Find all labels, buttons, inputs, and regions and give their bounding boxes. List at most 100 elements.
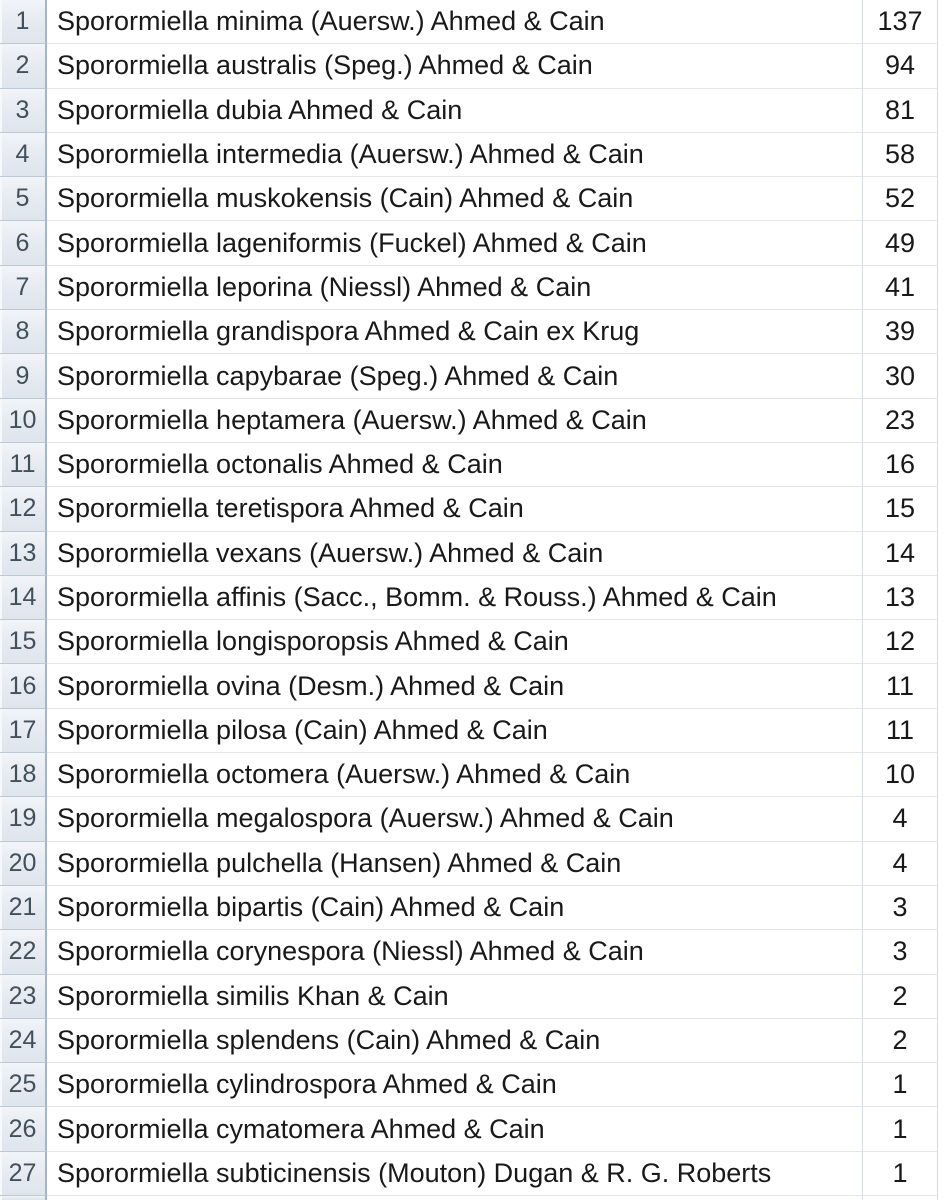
species-name-cell[interactable]: Sporormiella cylindrospora Ahmed & Cain — [47, 1063, 863, 1108]
row-number-cell[interactable]: 27 — [0, 1151, 47, 1197]
count-cell[interactable]: 10 — [863, 753, 938, 798]
count-cell[interactable]: 11 — [863, 708, 938, 754]
count-cell[interactable]: 15 — [863, 487, 938, 532]
row-number-cell[interactable]: 15 — [0, 620, 47, 665]
count-cell[interactable]: 30 — [863, 354, 938, 399]
species-name-cell[interactable]: Sporormiella vexans (Auersw.) Ahmed & Ca… — [47, 531, 863, 576]
species-name-cell[interactable]: Sporormiella pilosa (Cain) Ahmed & Cain — [47, 708, 863, 754]
species-name-cell[interactable]: Sporormiella subticinensis (Mouton) Duga… — [47, 1151, 863, 1197]
count-cell[interactable]: 39 — [863, 310, 938, 355]
count-cell[interactable]: 4 — [863, 841, 938, 886]
species-name-cell[interactable]: Sporormiella australis (Speg.) Ahmed & C… — [47, 44, 863, 89]
row-number-cell[interactable]: 8 — [0, 310, 47, 355]
count-cell[interactable]: 41 — [863, 265, 938, 311]
sheet-right-margin — [938, 1196, 944, 1200]
count-cell[interactable]: 81 — [863, 88, 938, 133]
row-number-cell[interactable]: 2 — [0, 44, 47, 89]
species-name-cell[interactable]: Sporormiella splendens (Cain) Ahmed & Ca… — [47, 1018, 863, 1064]
count-cell[interactable]: 94 — [863, 44, 938, 89]
species-name-cell[interactable]: Sporormiella corynespora (Niessl) Ahmed … — [47, 930, 863, 975]
row-number-cell[interactable]: 18 — [0, 753, 47, 798]
row-number-cell[interactable]: 3 — [0, 88, 47, 133]
sheet-right-margin — [938, 1018, 944, 1064]
species-name-cell[interactable]: Sporormiella bipartis (Cain) Ahmed & Cai… — [47, 885, 863, 931]
species-name-cell[interactable] — [47, 1196, 863, 1200]
species-name-cell[interactable]: Sporormiella lageniformis (Fuckel) Ahmed… — [47, 221, 863, 266]
count-cell[interactable]: 16 — [863, 442, 938, 488]
row-number-cell[interactable]: 11 — [0, 442, 47, 488]
row-number-cell[interactable]: 14 — [0, 575, 47, 621]
species-name-cell[interactable]: Sporormiella longisporopsis Ahmed & Cain — [47, 620, 863, 665]
row-number-cell[interactable]: 19 — [0, 797, 47, 842]
row-number-cell[interactable]: 26 — [0, 1107, 47, 1152]
count-cell[interactable]: 4 — [863, 797, 938, 842]
sheet-right-margin — [938, 265, 944, 311]
sheet-right-margin — [938, 664, 944, 709]
count-cell[interactable]: 58 — [863, 132, 938, 178]
count-cell[interactable]: 1 — [863, 1107, 938, 1152]
species-name-cell[interactable]: Sporormiella dubia Ahmed & Cain — [47, 88, 863, 133]
row-number-cell[interactable] — [0, 1196, 47, 1200]
count-cell[interactable]: 2 — [863, 1018, 938, 1064]
sheet-right-margin — [938, 221, 944, 266]
row-number-cell[interactable]: 16 — [0, 664, 47, 709]
row-number-cell[interactable]: 24 — [0, 1018, 47, 1064]
species-name-cell[interactable]: Sporormiella megalospora (Auersw.) Ahmed… — [47, 797, 863, 842]
count-cell[interactable]: 137 — [863, 0, 938, 45]
row-number-cell[interactable]: 13 — [0, 531, 47, 576]
row-number-cell[interactable]: 25 — [0, 1063, 47, 1108]
table-row: 21 Sporormiella bipartis (Cain) Ahmed & … — [0, 885, 944, 931]
sheet-right-margin — [938, 930, 944, 975]
row-number-cell[interactable]: 4 — [0, 132, 47, 178]
species-name-cell[interactable]: Sporormiella pulchella (Hansen) Ahmed & … — [47, 841, 863, 886]
row-number-cell[interactable]: 10 — [0, 398, 47, 443]
species-name-cell[interactable]: Sporormiella muskokensis (Cain) Ahmed & … — [47, 177, 863, 222]
species-name-cell[interactable]: Sporormiella heptamera (Auersw.) Ahmed &… — [47, 398, 863, 443]
species-name-cell[interactable]: Sporormiella octonalis Ahmed & Cain — [47, 442, 863, 488]
count-cell[interactable]: 12 — [863, 620, 938, 665]
count-cell[interactable]: 14 — [863, 531, 938, 576]
row-number-cell[interactable]: 1 — [0, 0, 47, 45]
table-row: 26 Sporormiella cymatomera Ahmed & Cain … — [0, 1107, 944, 1152]
species-name-cell[interactable]: Sporormiella teretispora Ahmed & Cain — [47, 487, 863, 532]
sheet-right-margin — [938, 620, 944, 665]
count-cell[interactable]: 3 — [863, 885, 938, 931]
count-cell[interactable]: 1 — [863, 1063, 938, 1108]
species-name-cell[interactable]: Sporormiella affinis (Sacc., Bomm. & Rou… — [47, 575, 863, 621]
count-cell[interactable]: 23 — [863, 398, 938, 443]
table-row: 3 Sporormiella dubia Ahmed & Cain 81 — [0, 88, 944, 133]
species-name-cell[interactable]: Sporormiella cymatomera Ahmed & Cain — [47, 1107, 863, 1152]
species-name-cell[interactable]: Sporormiella minima (Auersw.) Ahmed & Ca… — [47, 0, 863, 45]
species-name-cell[interactable]: Sporormiella intermedia (Auersw.) Ahmed … — [47, 132, 863, 178]
table-row: 12 Sporormiella teretispora Ahmed & Cain… — [0, 487, 944, 532]
row-number-cell[interactable]: 21 — [0, 885, 47, 931]
count-cell[interactable] — [863, 1196, 938, 1200]
species-name-cell[interactable]: Sporormiella ovina (Desm.) Ahmed & Cain — [47, 664, 863, 709]
count-cell[interactable]: 13 — [863, 575, 938, 621]
row-number-cell[interactable]: 7 — [0, 265, 47, 311]
count-cell[interactable]: 2 — [863, 974, 938, 1019]
count-cell[interactable]: 1 — [863, 1151, 938, 1197]
sheet-right-margin — [938, 354, 944, 399]
table-row: 2 Sporormiella australis (Speg.) Ahmed &… — [0, 44, 944, 89]
table-row: 6 Sporormiella lageniformis (Fuckel) Ahm… — [0, 221, 944, 266]
row-number-cell[interactable]: 23 — [0, 974, 47, 1019]
row-number-cell[interactable]: 6 — [0, 221, 47, 266]
species-name-cell[interactable]: Sporormiella capybarae (Speg.) Ahmed & C… — [47, 354, 863, 399]
row-number-cell[interactable]: 5 — [0, 177, 47, 222]
count-cell[interactable]: 3 — [863, 930, 938, 975]
row-number-cell[interactable]: 22 — [0, 930, 47, 975]
row-number-cell[interactable]: 12 — [0, 487, 47, 532]
species-name-cell[interactable]: Sporormiella octomera (Auersw.) Ahmed & … — [47, 753, 863, 798]
count-cell[interactable]: 52 — [863, 177, 938, 222]
row-number-cell[interactable]: 9 — [0, 354, 47, 399]
species-name-cell[interactable]: Sporormiella grandispora Ahmed & Cain ex… — [47, 310, 863, 355]
row-number-cell[interactable]: 20 — [0, 841, 47, 886]
row-number-cell[interactable]: 17 — [0, 708, 47, 754]
species-name-cell[interactable]: Sporormiella leporina (Niessl) Ahmed & C… — [47, 265, 863, 311]
sheet-right-margin — [938, 177, 944, 222]
count-cell[interactable]: 11 — [863, 664, 938, 709]
species-name-cell[interactable]: Sporormiella similis Khan & Cain — [47, 974, 863, 1019]
sheet-right-margin — [938, 132, 944, 178]
count-cell[interactable]: 49 — [863, 221, 938, 266]
